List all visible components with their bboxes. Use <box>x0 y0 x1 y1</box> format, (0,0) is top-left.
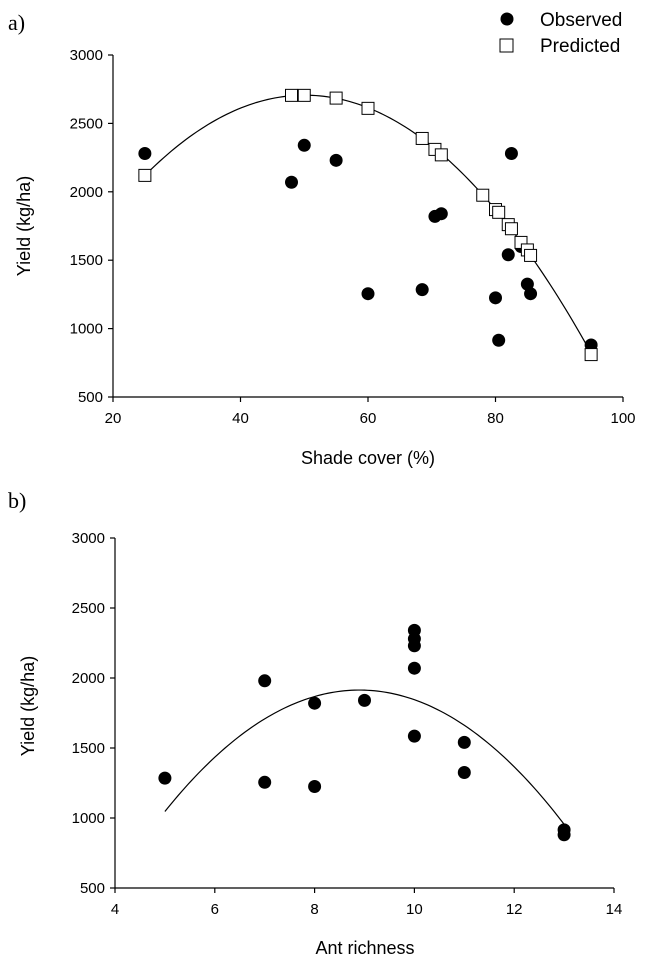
a-y-tick-label: 500 <box>78 389 103 406</box>
a-observed-point <box>501 248 515 262</box>
panel-a-y-axis-title: Yield (kg/ha) <box>14 176 34 276</box>
b-observed-point <box>457 735 471 749</box>
a-y-tick-label: 1500 <box>70 252 103 269</box>
legend-observed-marker <box>500 12 514 26</box>
panel-a-shade-cover-chart: a) 500 1000 1500 2000 2500 3000 20 40 60 80 100 Sh… <box>8 10 636 468</box>
b-observed-point <box>457 766 471 779</box>
b-y-tick-label: 1000 <box>72 810 105 827</box>
a-predicted-point <box>297 88 311 102</box>
b-observed-point <box>308 696 322 710</box>
a-observed-point <box>434 207 448 221</box>
b-observed-point <box>407 661 421 675</box>
b-x-tick-label: 14 <box>606 901 623 918</box>
a-observed-point <box>504 146 518 160</box>
a-predicted-point <box>434 148 448 162</box>
a-quadratic-fit-line <box>144 94 592 354</box>
panel-a-data-marks <box>138 88 598 362</box>
panel-b-x-axis-title: Ant richness <box>315 938 414 958</box>
a-observed-point <box>138 146 152 160</box>
a-predicted-point <box>504 222 518 236</box>
b-x-tick-label: 12 <box>506 901 523 918</box>
legend-predicted-label: Predicted <box>540 36 620 57</box>
panel-a-axes: 500 1000 1500 2000 2500 3000 20 40 60 80 100 <box>70 47 636 427</box>
a-predicted-point <box>138 168 152 182</box>
panel-b-fit-curve <box>164 689 565 825</box>
panel-b-y-axis-title: Yield (kg/ha) <box>18 656 38 756</box>
a-predicted-point <box>361 101 375 115</box>
a-x-tick-label: 60 <box>360 410 377 427</box>
a-observed-point <box>524 287 538 301</box>
b-observed-point <box>158 771 172 785</box>
a-predicted-point <box>329 91 343 105</box>
b-quadratic-fit-line <box>164 689 565 825</box>
panel-b-ant-richness-chart: b) 500 1000 1500 2000 2500 3000 4 6 8 10 12 14 Ant … <box>8 488 622 958</box>
a-predicted-point <box>524 248 538 262</box>
b-x-tick-label: 6 <box>211 901 219 918</box>
a-observed-point <box>297 138 311 152</box>
a-x-tick-label: 20 <box>105 410 122 427</box>
panel-b-label: b) <box>8 488 26 513</box>
panel-a-x-axis-title: Shade cover (%) <box>301 448 435 468</box>
b-observed-point <box>258 775 272 789</box>
a-y-tick-label: 2000 <box>70 184 103 201</box>
a-predicted-point <box>492 205 506 219</box>
panel-a-fit-curve <box>144 94 592 354</box>
a-x-tick-label: 40 <box>232 410 249 427</box>
legend-observed-label: Observed <box>540 10 622 31</box>
b-x-tick-label: 4 <box>111 901 119 918</box>
a-predicted-point <box>415 131 429 145</box>
b-y-tick-label: 3000 <box>72 530 105 547</box>
b-observed-point <box>258 674 272 688</box>
b-y-tick-label: 2000 <box>72 670 105 687</box>
b-y-tick-label: 1500 <box>72 740 105 757</box>
a-predicted-point <box>285 88 298 102</box>
panel-b-axes: 500 1000 1500 2000 2500 3000 4 6 8 10 12 14 <box>72 530 623 918</box>
b-observed-point <box>358 693 371 707</box>
b-observed-point <box>407 639 421 653</box>
panel-b-data-marks <box>158 623 571 842</box>
a-observed-point <box>285 175 298 189</box>
a-y-tick-label: 3000 <box>70 47 103 64</box>
a-observed-point <box>361 287 375 301</box>
a-observed-point <box>415 283 429 297</box>
panel-a-legend: Observed Predicted <box>499 10 622 57</box>
a-observed-point <box>489 291 502 305</box>
a-x-tick-label: 100 <box>610 410 635 427</box>
b-x-tick-label: 8 <box>310 901 318 918</box>
b-y-tick-label: 500 <box>80 880 105 897</box>
b-y-tick-label: 2500 <box>72 600 105 617</box>
a-x-tick-label: 80 <box>487 410 504 427</box>
a-y-tick-label: 2500 <box>70 115 103 132</box>
legend-predicted-marker <box>499 38 514 53</box>
a-y-tick-label: 1000 <box>70 321 103 338</box>
b-observed-point <box>557 828 571 842</box>
b-x-tick-label: 10 <box>406 901 423 918</box>
b-observed-point <box>407 729 421 743</box>
a-observed-point <box>329 153 343 167</box>
a-predicted-point <box>476 188 490 202</box>
panel-a-label: a) <box>8 10 25 35</box>
b-observed-point <box>308 780 322 793</box>
a-predicted-point <box>584 348 598 362</box>
a-observed-point <box>492 333 506 347</box>
